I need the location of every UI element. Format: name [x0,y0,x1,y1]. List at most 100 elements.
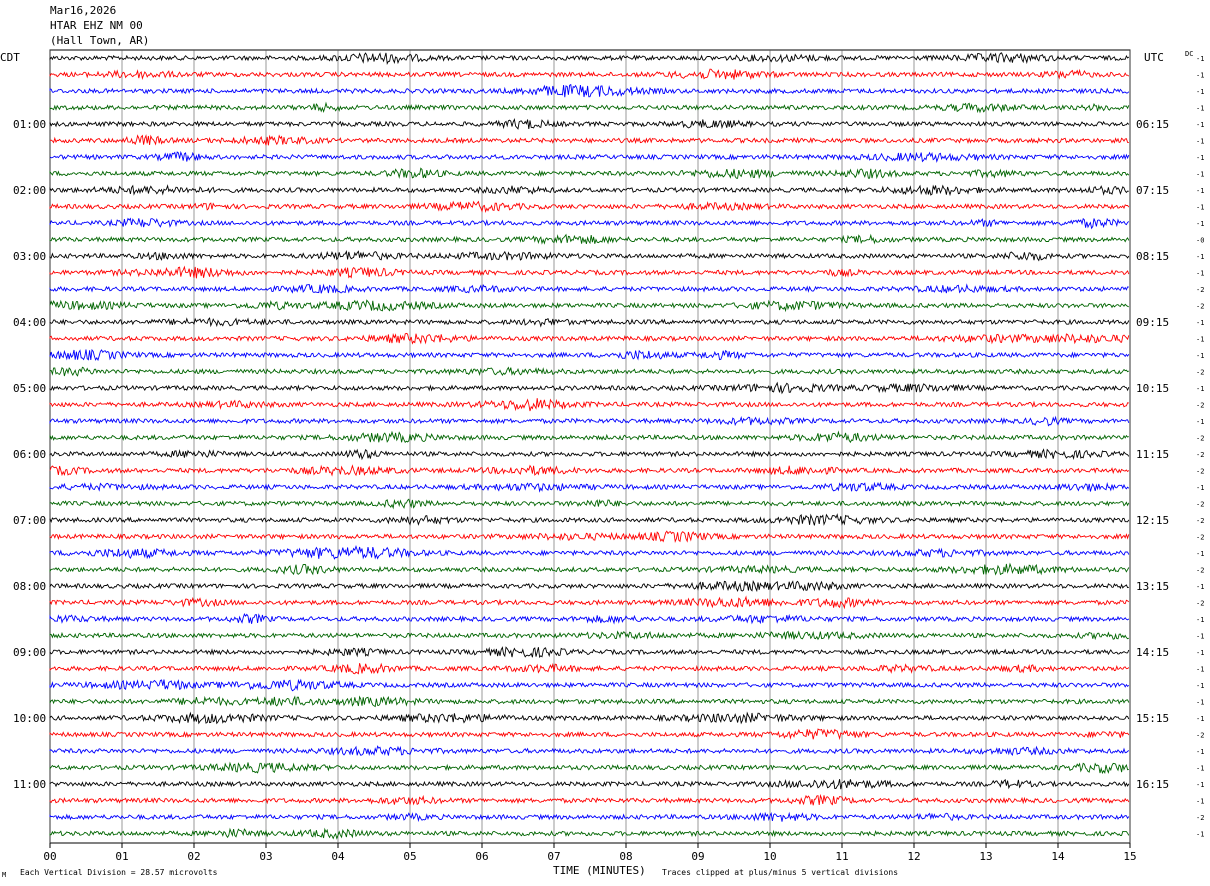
trace-line [49,827,1130,840]
trace-line [49,613,1130,625]
x-tick-label: 13 [979,850,992,863]
trace-line [49,366,1130,377]
dc-offset-label: -1 [1196,105,1204,113]
dc-offset-label: -1 [1196,418,1204,426]
scale-note: Each Vertical Division = 28.57 microvolt… [20,868,218,877]
x-tick-label: 05 [403,850,416,863]
trace-line [49,595,1130,610]
dc-offset-label: -1 [1196,550,1204,558]
trace-line [49,761,1129,775]
dc-offset-label: -1 [1196,138,1204,146]
record-date: Mar16,2026 [50,4,117,17]
plot-frame [49,49,1131,844]
x-tick-label: 15 [1123,850,1136,863]
dc-offset-label: -1 [1196,72,1204,80]
trace-line [49,745,1130,757]
dc-offset-label: -2 [1196,517,1204,525]
trace-line [49,150,1130,164]
dc-offset-label: -1 [1196,385,1204,393]
x-tick-label: 07 [547,850,560,863]
right-hour-label: 07:15 [1136,184,1169,197]
left-hour-label: 11:00 [13,778,46,791]
x-tick-label: 08 [619,850,632,863]
trace-line [49,695,1130,708]
trace-line [49,134,1129,146]
left-hour-label: 03:00 [13,250,46,263]
trace-line [49,464,1130,477]
dc-offset-label: -1 [1196,798,1204,806]
trace-line [49,348,1130,362]
trace-line [49,317,1130,328]
trace-line [49,481,1130,493]
dc-offset-label: -1 [1196,831,1204,839]
right-hour-label: 09:15 [1136,316,1169,329]
dc-offset-label: -1 [1196,633,1204,641]
dc-offset-label: -2 [1196,369,1204,377]
left-hour-label: 10:00 [13,712,46,725]
dc-offset-label: -2 [1196,732,1204,740]
dc-offset-label: -0 [1196,237,1204,245]
trace-line [49,498,1130,510]
x-tick-label: 14 [1051,850,1065,863]
trace-line [49,630,1130,641]
seismic-traces [49,52,1130,840]
trace-line [49,117,1130,130]
station-location: (Hall Town, AR) [50,34,150,47]
trace-line [49,513,1130,526]
dc-offset-label: -1 [1196,748,1204,756]
corner-mark: M [2,871,6,879]
left-hour-label: 09:00 [13,646,46,659]
trace-line [49,381,1130,395]
dc-offset-label: -1 [1196,319,1204,327]
dc-offset-label: -1 [1196,204,1204,212]
dc-offset-label: -1 [1196,121,1204,129]
clip-note: Traces clipped at plus/minus 5 vertical … [662,868,898,877]
x-tick-label: 09 [691,850,704,863]
trace-line [49,678,1130,692]
dc-offset-label: -2 [1196,600,1204,608]
trace-line [49,811,1130,823]
dc-offset-label: -2 [1196,468,1204,476]
x-tick-label: 03 [259,850,272,863]
dc-offset-label: -1 [1196,682,1204,690]
right-hour-label: 08:15 [1136,250,1169,263]
x-tick-label: 11 [835,850,848,863]
dc-offset-label: -1 [1196,484,1204,492]
station-id: HTAR EHZ NM 00 [50,19,143,32]
x-tick-label: 02 [187,850,200,863]
dc-offset-label: -1 [1196,616,1204,624]
dc-offset-label: -1 [1196,187,1204,195]
right-hour-label: 15:15 [1136,712,1169,725]
trace-line [49,233,1130,245]
x-tick-label: 12 [907,850,920,863]
trace-line [49,398,1129,412]
trace-line [49,778,1130,790]
dc-offset-label: -2 [1196,286,1204,294]
trace-line [49,579,1129,593]
trace-line [49,83,1130,98]
trace-line [49,544,1130,560]
dc-offset-label: -2 [1196,814,1204,822]
dc-offset-label: -1 [1196,88,1204,96]
dc-offset-label: -1 [1196,583,1204,591]
trace-line [49,167,1130,180]
trace-line [49,299,1130,313]
dc-offset-label: -1 [1196,171,1204,179]
right-hour-label: 14:15 [1136,646,1169,659]
dc-offset-label: -1 [1196,649,1204,657]
x-tick-label: 04 [331,850,345,863]
left-hour-label: 05:00 [13,382,46,395]
dc-offset-label: -1 [1196,270,1204,278]
trace-line [49,249,1130,262]
trace-line [49,68,1130,81]
trace-line [49,793,1130,806]
trace-line [49,711,1130,725]
trace-line [49,332,1130,345]
x-axis-title: TIME (MINUTES) [553,864,646,877]
trace-line [49,283,1129,294]
left-hour-label: 01:00 [13,118,46,131]
trace-line [49,530,1130,544]
trace-line [49,200,1130,213]
right-timezone-label: UTC [1144,51,1164,64]
